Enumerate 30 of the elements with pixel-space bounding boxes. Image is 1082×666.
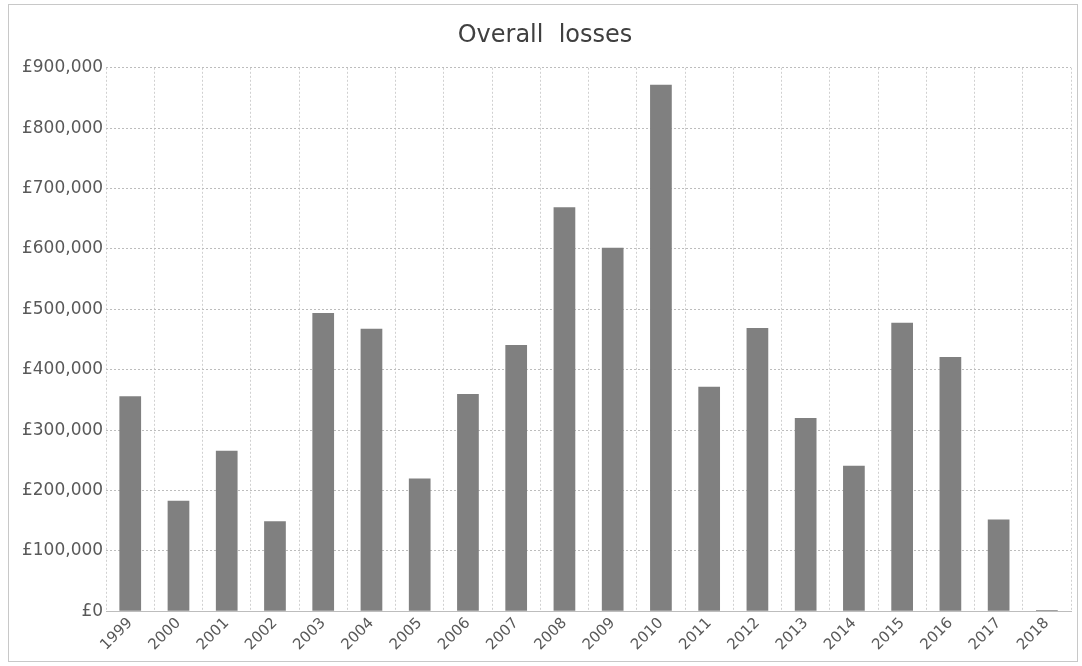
bar (167, 500, 190, 611)
y-tick-label: £800,000 (21, 116, 104, 137)
bar (408, 478, 431, 611)
y-tick-label: £900,000 (21, 56, 104, 77)
y-tick-label: £0 (81, 599, 104, 620)
y-tick-label: £400,000 (21, 358, 104, 379)
y-tick-label: £600,000 (21, 237, 104, 258)
chart-title: Overall losses (457, 19, 633, 48)
bar (601, 247, 624, 611)
bar (794, 418, 817, 611)
bar (987, 519, 1010, 611)
bar (891, 322, 913, 611)
bar (553, 207, 576, 611)
bar (360, 328, 383, 611)
bar (698, 386, 721, 611)
bar (843, 465, 865, 611)
bar (312, 312, 335, 611)
bar (119, 396, 142, 611)
bar (939, 357, 962, 611)
bar (457, 393, 479, 611)
bar (215, 450, 238, 611)
bar (650, 84, 672, 611)
y-tick-label: £300,000 (21, 418, 104, 439)
y-tick-label: £500,000 (21, 297, 104, 318)
bar (264, 521, 286, 611)
bar (505, 344, 528, 611)
y-tick-label: £100,000 (21, 539, 104, 560)
bar (746, 328, 769, 611)
y-tick-label: £700,000 (21, 177, 104, 197)
y-tick-label: £200,000 (21, 478, 104, 499)
